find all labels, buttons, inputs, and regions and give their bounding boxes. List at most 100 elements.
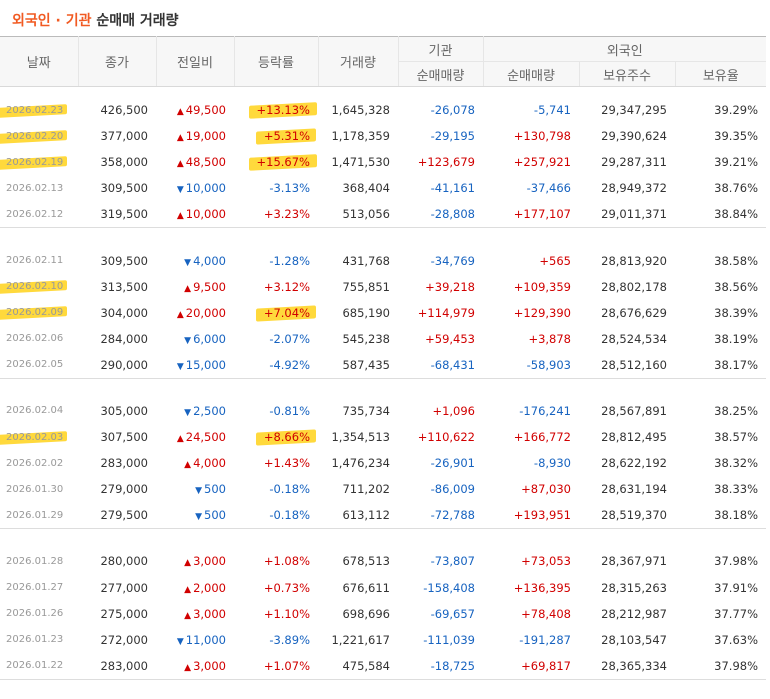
row-change: 24,500 bbox=[185, 430, 226, 445]
triangle-up-icon: ▲ bbox=[176, 107, 184, 118]
row-foreign-net: +78,408 bbox=[521, 606, 571, 621]
row-inst-net: -29,195 bbox=[430, 129, 475, 144]
row-inst-net: +59,453 bbox=[425, 331, 475, 346]
triangle-up-icon: ▲ bbox=[184, 558, 192, 569]
row-date: 2026.01.26 bbox=[6, 608, 64, 620]
row-foreign-hold: 29,390,624 bbox=[601, 129, 667, 144]
row-foreign-rate: 38.39% bbox=[714, 305, 759, 320]
row-foreign-net: +87,030 bbox=[521, 482, 571, 497]
triangle-up-icon: ▲ bbox=[176, 434, 184, 445]
row-change: 15,000 bbox=[185, 357, 226, 372]
row-date: 2026.02.03 bbox=[6, 431, 64, 443]
triangle-down-icon: ▼ bbox=[184, 335, 192, 346]
highlight-mark: 2026.02.23 bbox=[6, 105, 63, 116]
row-foreign-net: -191,287 bbox=[519, 632, 571, 647]
row-rate: +15.67% bbox=[256, 155, 311, 170]
triangle-up-icon: ▲ bbox=[184, 460, 192, 471]
row-close: 319,500 bbox=[100, 207, 148, 222]
row-change: 11,000 bbox=[185, 632, 226, 647]
row-close: 358,000 bbox=[100, 155, 148, 170]
triangle-up-icon: ▲ bbox=[176, 159, 184, 170]
row-inst-net: -26,901 bbox=[430, 456, 475, 471]
row-foreign-hold: 29,347,295 bbox=[601, 103, 667, 118]
title-separator: · bbox=[50, 13, 66, 29]
row-date: 2026.02.12 bbox=[6, 208, 64, 220]
trading-table: 날짜 종가 전일비 등락률 거래량 기관 외국인 순매매량 순매매량 보유주수 … bbox=[0, 36, 767, 699]
row-date: 2026.01.29 bbox=[6, 509, 64, 521]
row-foreign-hold: 28,813,920 bbox=[601, 253, 667, 268]
row-rate: +1.43% bbox=[263, 456, 310, 471]
row-volume: 755,851 bbox=[342, 279, 390, 294]
row-foreign-hold: 28,315,263 bbox=[601, 580, 667, 595]
row-foreign-net: +166,772 bbox=[513, 430, 571, 445]
row-rate: -0.18% bbox=[269, 508, 310, 523]
table-row: 2026.02.09 304,000 ▲ 20,000 +7.04% 685,190 +11… bbox=[0, 300, 766, 326]
row-rate: -2.07% bbox=[269, 331, 310, 346]
table-row: 2026.02.23 426,500 ▲ 49,500 +13.13% 1,645,328… bbox=[0, 97, 766, 123]
row-change: 500 bbox=[204, 482, 226, 497]
row-date: 2026.02.20 bbox=[6, 130, 64, 142]
row-foreign-rate: 37.91% bbox=[714, 580, 759, 595]
header-date: 날짜 bbox=[0, 36, 79, 87]
row-foreign-hold: 28,676,629 bbox=[601, 305, 667, 320]
row-foreign-net: +129,390 bbox=[513, 305, 571, 320]
triangle-down-icon: ▼ bbox=[184, 257, 192, 268]
row-rate: -1.28% bbox=[269, 253, 310, 268]
row-volume: 1,471,530 bbox=[331, 155, 390, 170]
row-volume: 368,404 bbox=[342, 181, 390, 196]
row-foreign-hold: 28,949,372 bbox=[601, 181, 667, 196]
row-date: 2026.01.22 bbox=[6, 660, 64, 672]
row-close: 283,000 bbox=[100, 456, 148, 471]
table-row: 2026.01.26 275,000 ▲ 3,000 +1.10% 698,696 -69,… bbox=[0, 601, 766, 627]
row-volume: 698,696 bbox=[342, 606, 390, 621]
row-inst-net: -41,161 bbox=[430, 181, 475, 196]
triangle-down-icon: ▼ bbox=[195, 486, 203, 497]
triangle-down-icon: ▼ bbox=[195, 512, 203, 523]
row-foreign-rate: 37.63% bbox=[714, 632, 759, 647]
row-date: 2026.02.04 bbox=[6, 405, 64, 417]
header-foreign-net: 순매매량 bbox=[482, 61, 579, 87]
row-rate: -0.18% bbox=[269, 482, 310, 497]
row-foreign-net: -176,241 bbox=[519, 403, 571, 418]
header-foreign: 외국인 bbox=[482, 36, 767, 62]
row-rate: -4.92% bbox=[269, 357, 310, 372]
row-foreign-hold: 28,812,495 bbox=[601, 430, 667, 445]
row-foreign-net: +69,817 bbox=[521, 658, 571, 673]
row-date: 2026.01.27 bbox=[6, 582, 64, 594]
row-foreign-rate: 38.33% bbox=[714, 482, 759, 497]
row-foreign-rate: 38.18% bbox=[714, 508, 759, 523]
triangle-up-icon: ▲ bbox=[176, 211, 184, 222]
highlight-mark: +5.31% bbox=[264, 129, 310, 143]
row-volume: 1,221,617 bbox=[331, 632, 390, 647]
row-volume: 1,178,359 bbox=[331, 129, 390, 144]
row-foreign-hold: 28,519,370 bbox=[601, 508, 667, 523]
triangle-up-icon: ▲ bbox=[184, 662, 192, 673]
triangle-up-icon: ▲ bbox=[184, 584, 192, 595]
row-inst-net: -69,657 bbox=[430, 606, 475, 621]
row-date: 2026.02.02 bbox=[6, 457, 64, 469]
row-inst-net: -18,725 bbox=[430, 658, 475, 673]
row-foreign-net: -8,930 bbox=[533, 456, 571, 471]
highlight-mark: 2026.02.09 bbox=[6, 307, 63, 318]
row-date: 2026.02.10 bbox=[6, 281, 64, 293]
row-close: 309,500 bbox=[100, 253, 148, 268]
row-change: 6,000 bbox=[193, 331, 226, 346]
row-volume: 475,584 bbox=[342, 658, 390, 673]
row-foreign-net: +193,951 bbox=[513, 508, 571, 523]
row-inst-net: -28,808 bbox=[430, 207, 475, 222]
row-rate: +1.08% bbox=[263, 554, 310, 569]
row-date: 2026.02.06 bbox=[6, 333, 64, 345]
header-change: 전일비 bbox=[156, 36, 235, 87]
row-foreign-rate: 38.17% bbox=[714, 357, 759, 372]
row-foreign-net: +3,878 bbox=[528, 331, 571, 346]
row-close: 283,000 bbox=[100, 658, 148, 673]
row-change: 3,000 bbox=[193, 554, 226, 569]
row-foreign-rate: 38.84% bbox=[714, 207, 759, 222]
row-foreign-net: -37,466 bbox=[526, 181, 571, 196]
row-foreign-net: +136,395 bbox=[513, 580, 571, 595]
row-foreign-rate: 38.19% bbox=[714, 331, 759, 346]
row-volume: 1,476,234 bbox=[331, 456, 390, 471]
row-change: 48,500 bbox=[185, 155, 226, 170]
row-volume: 1,354,513 bbox=[331, 430, 390, 445]
table-row: 2026.02.12 319,500 ▲ 10,000 +3.23% 513,056 -28… bbox=[0, 201, 766, 228]
